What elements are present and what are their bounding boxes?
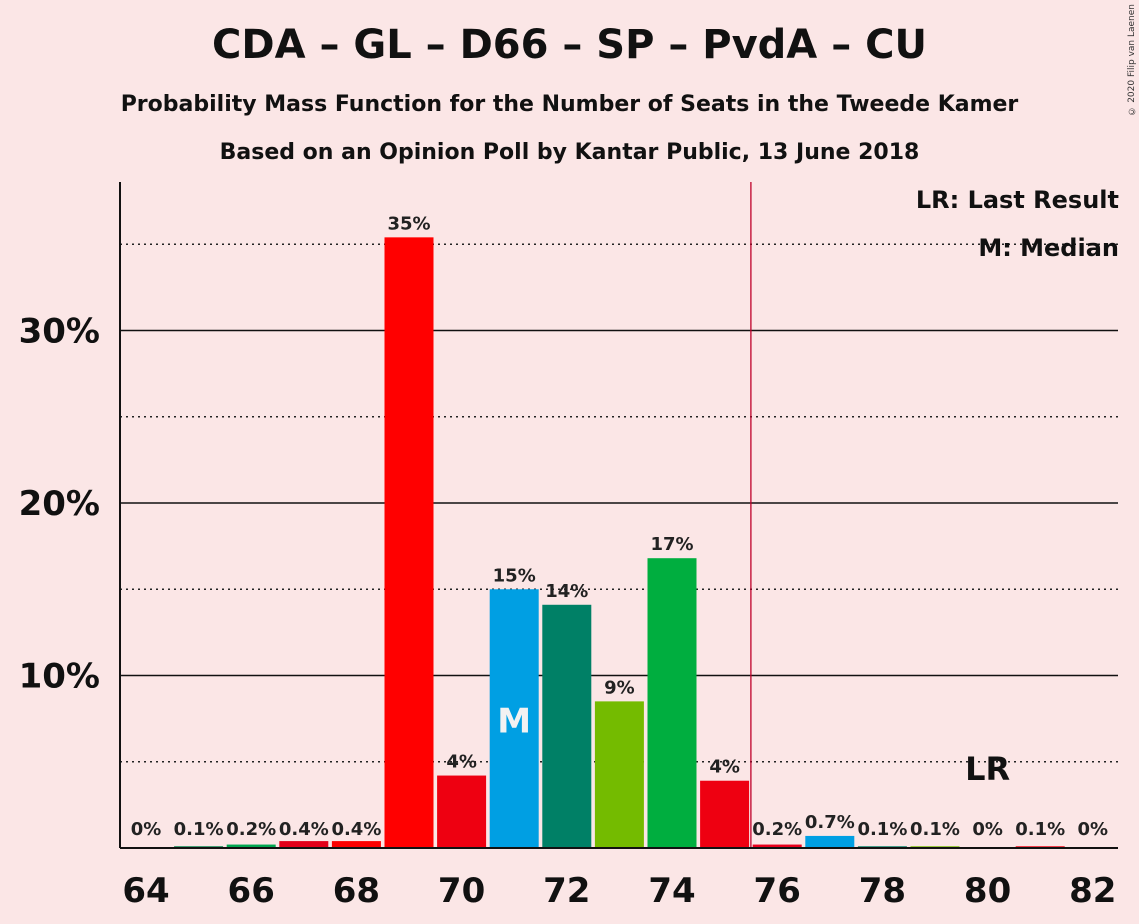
data-label: 4% [446, 752, 477, 773]
data-label: 15% [493, 565, 536, 586]
x-tick-label: 80 [964, 871, 1011, 911]
x-tick-label: 74 [648, 871, 695, 911]
y-tick-label: 20% [19, 484, 100, 524]
bar [226, 844, 276, 848]
chart-subtitle: Probability Mass Function for the Number… [120, 92, 1019, 117]
bar [700, 780, 750, 848]
data-label: 35% [387, 213, 430, 234]
data-label: 0.1% [910, 819, 960, 840]
bar [489, 589, 539, 848]
bar [331, 841, 381, 848]
data-label: 9% [604, 677, 635, 698]
bar [384, 237, 434, 849]
bar [647, 558, 697, 848]
data-label: 0.4% [279, 819, 329, 840]
legend-last-result: LR: Last Result [915, 186, 1119, 214]
data-label: 0.2% [752, 819, 802, 840]
bar [437, 775, 487, 848]
x-tick-label: 72 [543, 871, 590, 911]
x-tick-label: 68 [333, 871, 380, 911]
y-tick-label: 10% [19, 657, 100, 697]
data-label: 0.1% [857, 819, 907, 840]
bar [752, 844, 802, 848]
data-label: 0.2% [226, 819, 276, 840]
y-tick-label: 30% [19, 312, 100, 352]
data-label: 0% [131, 819, 162, 840]
data-label: 14% [545, 581, 588, 602]
x-tick-label: 64 [122, 871, 169, 911]
legend-median: M: Median [978, 234, 1119, 262]
data-label: 0.1% [1015, 819, 1065, 840]
x-tick-label: 78 [859, 871, 906, 911]
chart-source-line: Based on an Opinion Poll by Kantar Publi… [219, 140, 920, 165]
data-label: 0.7% [805, 812, 855, 833]
bar [594, 701, 644, 848]
data-label: 0.4% [331, 819, 381, 840]
chart-title: CDA – GL – D66 – SP – PvdA – CU [212, 22, 927, 68]
data-label: 17% [650, 534, 693, 555]
x-tick-label: 76 [754, 871, 801, 911]
last-result-marker: LR [965, 750, 1010, 788]
data-label: 0% [972, 819, 1003, 840]
x-tick-label: 70 [438, 871, 485, 911]
x-tick-label: 66 [228, 871, 275, 911]
x-tick-label: 82 [1069, 871, 1116, 911]
bar [542, 604, 592, 848]
data-label: 0.1% [174, 819, 224, 840]
bar [279, 841, 329, 848]
bar [805, 835, 855, 848]
data-label: 4% [709, 757, 740, 778]
data-label: 0% [1078, 819, 1109, 840]
median-marker: M [497, 701, 531, 741]
